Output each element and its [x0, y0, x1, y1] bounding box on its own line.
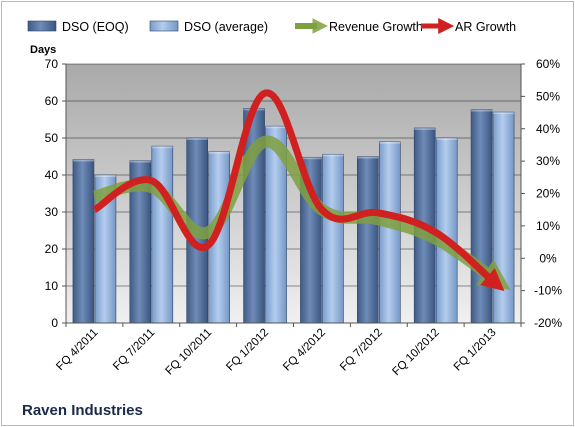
bar-cap	[357, 156, 379, 159]
bar-cap	[186, 138, 208, 140]
bar-cap	[493, 112, 515, 115]
x-axis-ticks: FQ 4/2011 FQ 7/2011 FQ 10/2011 FQ 1/2012 FQ …	[54, 323, 522, 378]
y2-tick-label: 10%	[536, 219, 560, 233]
legend-swatch	[27, 20, 57, 32]
bar-dso-average	[379, 141, 401, 324]
x-tick-label: FQ 4/2012	[281, 327, 328, 374]
y-tick-label: 60	[45, 94, 59, 108]
bar-cap	[94, 175, 116, 177]
bar-cap	[471, 109, 493, 112]
y2-tick-label: 30%	[536, 154, 560, 168]
bar-cap	[379, 141, 401, 144]
y2-tick-label: 40%	[536, 122, 560, 136]
x-tick-label: FQ 1/2013	[452, 327, 499, 374]
bar-dso-average	[322, 153, 344, 324]
bar-cap	[265, 126, 287, 129]
bar-cap	[129, 160, 151, 163]
bar-dso-eoq	[357, 156, 379, 324]
legend-label: Revenue Growth	[329, 20, 423, 34]
y-tick-label: 70	[45, 57, 59, 71]
x-tick-label: FQ 10/2012	[390, 327, 441, 378]
ar-growth-line	[92, 89, 505, 292]
y2-tick-label: 60%	[536, 57, 560, 71]
x-tick-label: FQ 7/2011	[111, 327, 157, 373]
y-tick-label: 10	[45, 279, 59, 293]
legend: DSO (EOQ) DSO (average) Revenue Growth AR G…	[27, 17, 516, 35]
bar-cap	[300, 157, 322, 160]
legend-label: DSO (EOQ)	[62, 20, 129, 34]
y2-tick-label: 0%	[539, 251, 557, 265]
bar-cap	[322, 154, 344, 157]
y-tick-label: 50	[45, 131, 59, 145]
y-tick-label: 20	[45, 242, 59, 256]
x-tick-label: FQ 1/2012	[224, 327, 271, 374]
y-tick-label: 40	[45, 168, 59, 182]
bar-dso-eoq	[72, 159, 95, 324]
y2-tick-label: 20%	[536, 187, 560, 201]
legend-label: AR Growth	[455, 20, 516, 34]
x-tick-label: FQ 7/2012	[338, 327, 385, 374]
chart-title: Raven Industries	[22, 402, 143, 419]
y-axis-ticks: 0 10 20 30 40 50 60 70	[45, 57, 66, 330]
bar-cap	[436, 138, 458, 140]
bar-dso-eoq	[470, 109, 493, 324]
bar-cap	[414, 128, 436, 131]
bar-cap	[208, 151, 230, 154]
y2-tick-label: 50%	[536, 89, 560, 103]
growth-lines	[92, 89, 511, 292]
y2-tick-label: -10%	[534, 284, 562, 298]
bar-dso-average	[151, 145, 174, 324]
x-tick-label: FQ 10/2011	[163, 327, 214, 378]
legend-swatch	[149, 20, 179, 32]
y2-axis-ticks: -20% -10% 0% 10% 20% 30% 40% 50% 60%	[521, 57, 562, 330]
y-tick-label: 0	[51, 316, 58, 330]
bar-cap	[72, 159, 94, 162]
bar-dso-average	[492, 111, 515, 324]
bar-cap	[151, 146, 173, 149]
y-axis-label: Days	[30, 44, 56, 56]
legend-label: DSO (average)	[184, 20, 268, 34]
x-tick-label: FQ 4/2011	[54, 327, 100, 373]
y-tick-label: 30	[45, 205, 59, 219]
y2-tick-label: -20%	[534, 316, 562, 330]
